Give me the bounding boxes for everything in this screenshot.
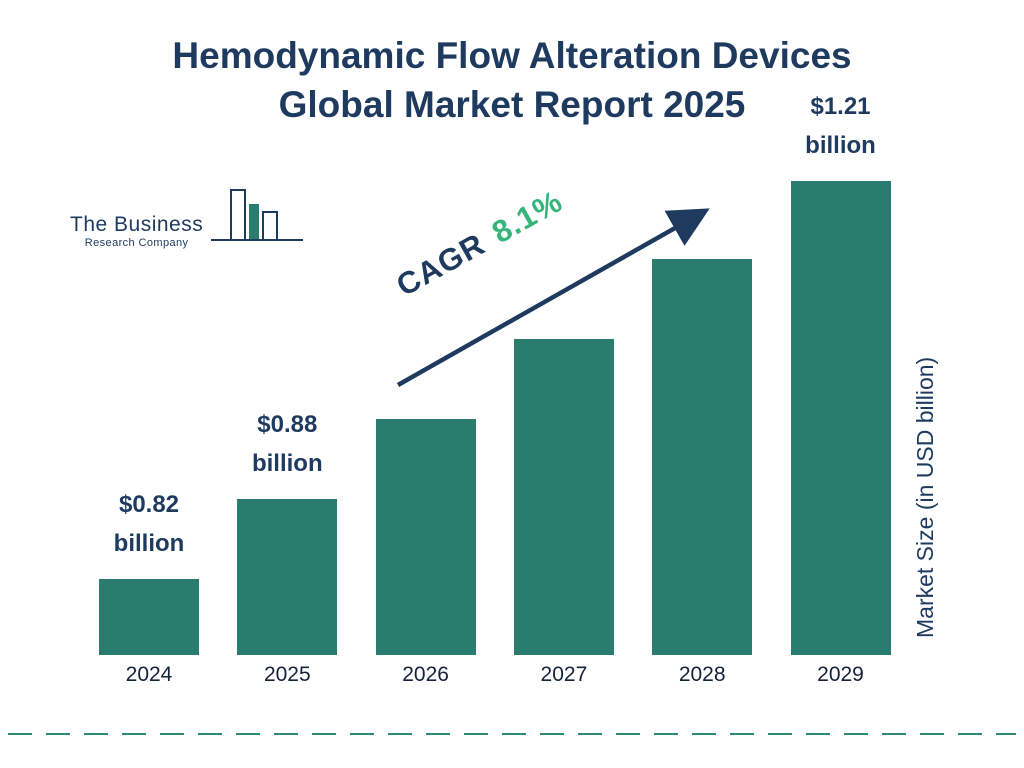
bar-2027 xyxy=(513,339,614,655)
bar-slot-2027 xyxy=(495,339,633,655)
company-logo: The Business Research Company xyxy=(70,188,305,255)
x-axis-label-2025: 2025 xyxy=(263,663,311,686)
bar-slot-2028 xyxy=(633,259,771,655)
logo-company-subtitle: Research Company xyxy=(84,237,189,249)
page-title: Hemodynamic Flow Alteration Devices Glob… xyxy=(0,32,1024,130)
logo-company-name: The Business xyxy=(70,213,204,236)
bottom-dashed-divider xyxy=(8,733,1016,735)
logo-chart-icon xyxy=(209,188,305,255)
bar-slot-2024: $0.82 billion xyxy=(80,486,218,655)
bar-slot-2026 xyxy=(357,419,495,655)
bar-chart: $0.82 billion $0.88 billion $1.21 billion xyxy=(80,93,910,655)
x-axis-label-2028: 2028 xyxy=(678,663,726,686)
bar-2024 xyxy=(99,579,199,655)
y-axis-label: Market Size (in USD billion) xyxy=(912,356,938,638)
x-axis-label-2024: 2024 xyxy=(125,663,173,686)
logo-text: The Business Research Company xyxy=(70,213,203,255)
x-axis-label-2026: 2026 xyxy=(402,663,449,686)
bar-slot-2025: $0.88 billion xyxy=(218,406,356,655)
value-label-2029: $1.21 billion xyxy=(805,93,876,159)
value-label-2025: $0.88 billion xyxy=(251,411,323,477)
bar-2028 xyxy=(652,259,753,655)
x-axis-labels: 2024 2025 2026 2027 2028 2029 xyxy=(80,663,910,693)
value-label-2024: $0.82 billion xyxy=(113,491,185,557)
bar-2029 xyxy=(790,181,891,655)
bar-slot-2029: $1.21 billion xyxy=(772,88,910,655)
title-line-2: Global Market Report 2025 xyxy=(278,83,746,125)
bar-2025 xyxy=(237,499,338,655)
x-axis-label-2029: 2029 xyxy=(817,663,864,686)
bar-2026 xyxy=(375,419,476,655)
x-axis-label-2027: 2027 xyxy=(540,663,588,686)
title-line-1: Hemodynamic Flow Alteration Devices xyxy=(172,35,852,76)
